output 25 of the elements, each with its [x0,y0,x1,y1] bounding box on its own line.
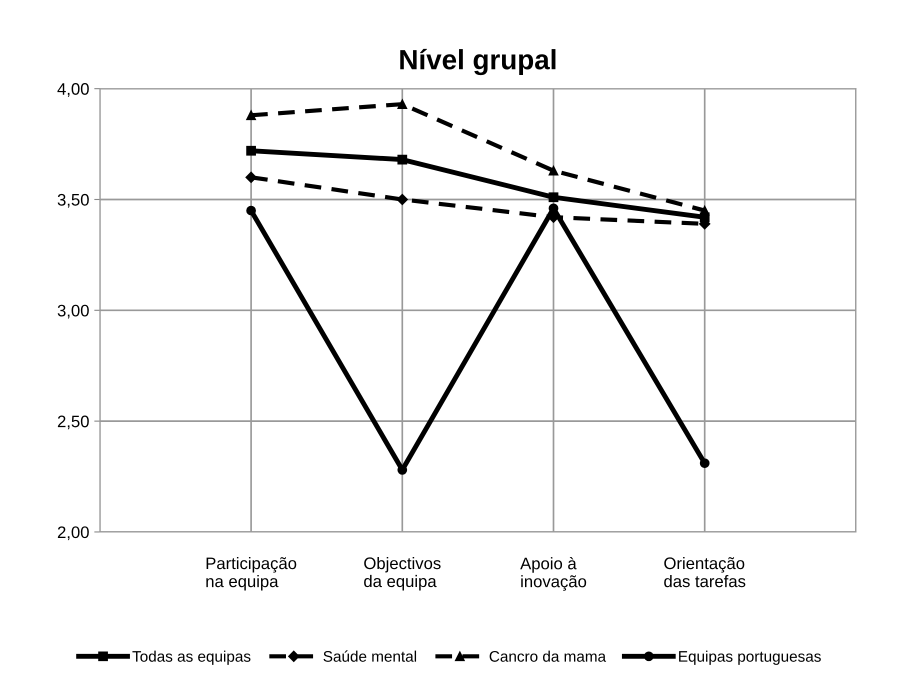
point [246,146,256,156]
point [700,458,710,468]
legend-label: Cancro da mama [490,650,606,662]
y-tick-label: 3,00 [58,304,89,318]
y-tick-label: 3,50 [58,194,89,208]
legend-label: Todas as equipas [132,650,250,665]
point [397,154,408,164]
legend-label: Equipas portuguesas [679,650,821,665]
point [700,206,710,216]
y-tick-label: 4,00 [57,83,89,97]
y-tick-label: 2,00 [58,526,89,540]
point [396,194,408,206]
x-tick-label: Participação na equipa [206,556,296,591]
legend-label: Saúde mental [323,650,416,662]
x-tick-label: Apoio à inovação [520,556,586,591]
point [245,172,257,183]
point [548,192,558,202]
point [397,99,408,110]
x-tick-label: Orientação das tarefas [664,556,746,588]
y-tick-label: 2,50 [58,416,89,430]
x-tick-label: Objectivos da equipa [364,556,441,590]
point [246,110,256,120]
chart-title: Nível grupal [400,48,556,76]
point [548,166,558,176]
point [246,206,256,216]
